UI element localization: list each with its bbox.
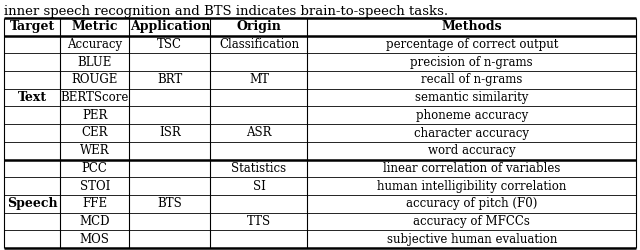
- Text: precision of n-grams: precision of n-grams: [410, 56, 533, 69]
- Text: WER: WER: [80, 144, 109, 157]
- Text: Metric: Metric: [72, 20, 118, 33]
- Text: SI: SI: [253, 180, 266, 192]
- Text: FFE: FFE: [82, 197, 108, 210]
- Text: BERTScore: BERTScore: [61, 91, 129, 104]
- Text: MCD: MCD: [79, 215, 110, 228]
- Text: Origin: Origin: [237, 20, 282, 33]
- Text: STOI: STOI: [79, 180, 110, 192]
- Text: MT: MT: [249, 74, 269, 86]
- Text: Statistics: Statistics: [232, 162, 287, 175]
- Text: BTS: BTS: [157, 197, 182, 210]
- Text: PER: PER: [82, 109, 108, 122]
- Text: ISR: ISR: [159, 126, 180, 140]
- Text: Text: Text: [17, 91, 47, 104]
- Text: subjective human evaluation: subjective human evaluation: [387, 233, 557, 246]
- Text: phoneme accuracy: phoneme accuracy: [415, 109, 528, 122]
- Text: human intelligibility correlation: human intelligibility correlation: [377, 180, 566, 192]
- Text: accuracy of MFCCs: accuracy of MFCCs: [413, 215, 530, 228]
- Text: Classification: Classification: [219, 38, 299, 51]
- Text: TTS: TTS: [247, 215, 271, 228]
- Text: BLUE: BLUE: [77, 56, 112, 69]
- Text: CER: CER: [81, 126, 108, 140]
- Text: semantic similarity: semantic similarity: [415, 91, 529, 104]
- Text: linear correlation of variables: linear correlation of variables: [383, 162, 561, 175]
- Text: character accuracy: character accuracy: [414, 126, 529, 140]
- Text: PCC: PCC: [82, 162, 108, 175]
- Text: recall of n-grams: recall of n-grams: [421, 74, 522, 86]
- Text: ASR: ASR: [246, 126, 272, 140]
- Text: ROUGE: ROUGE: [72, 74, 118, 86]
- Text: TSC: TSC: [157, 38, 182, 51]
- Text: Application: Application: [130, 20, 210, 33]
- Text: inner speech recognition and BTS indicates brain-to-speech tasks.: inner speech recognition and BTS indicat…: [4, 4, 448, 18]
- Text: Accuracy: Accuracy: [67, 38, 122, 51]
- Text: word accuracy: word accuracy: [428, 144, 516, 157]
- Text: Target: Target: [10, 20, 55, 33]
- Text: accuracy of pitch (F0): accuracy of pitch (F0): [406, 197, 538, 210]
- Text: BRT: BRT: [157, 74, 182, 86]
- Text: percentage of correct output: percentage of correct output: [385, 38, 558, 51]
- Text: Methods: Methods: [442, 20, 502, 33]
- Text: Speech: Speech: [7, 197, 58, 210]
- Text: MOS: MOS: [80, 233, 109, 246]
